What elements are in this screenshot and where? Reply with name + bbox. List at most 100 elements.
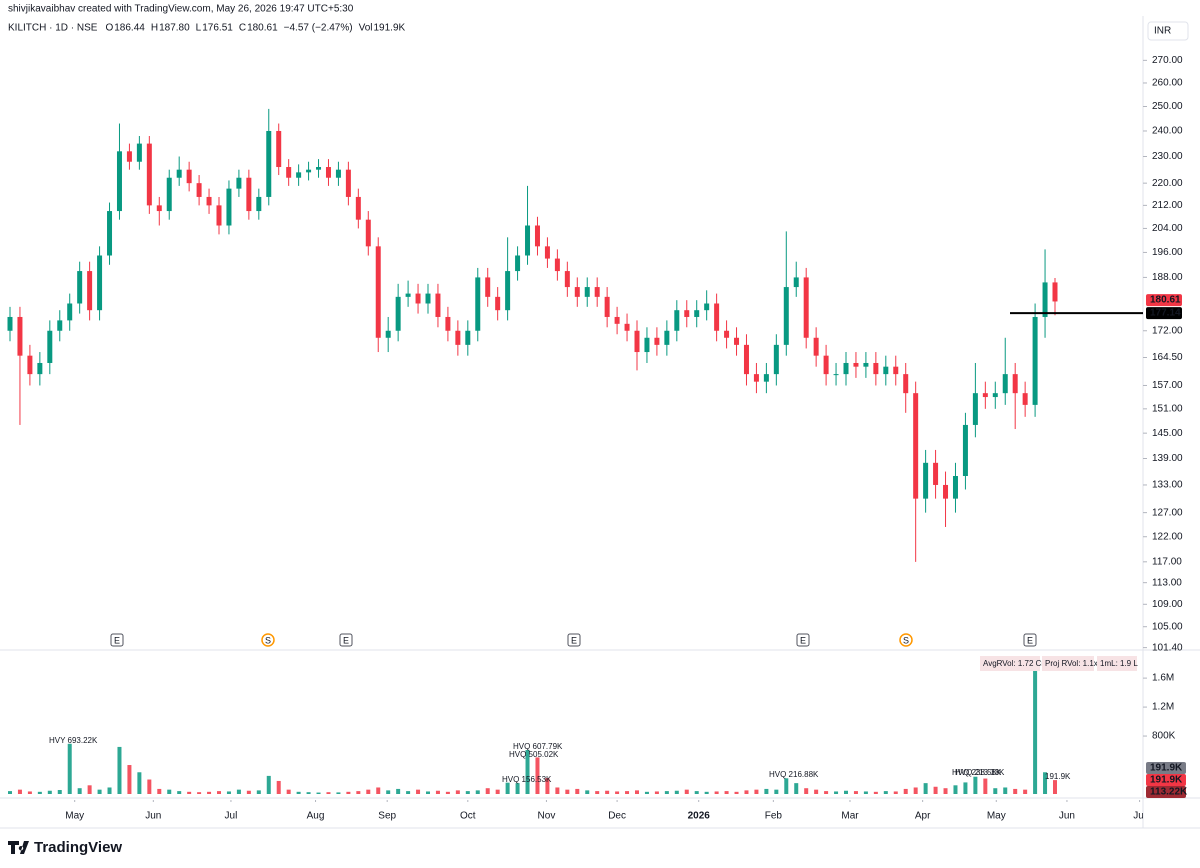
candle-body — [385, 330, 391, 338]
y-tick-label: 212.00 — [1152, 200, 1183, 211]
candle-body — [17, 316, 23, 356]
volume-bar — [664, 791, 669, 794]
volume-bar — [127, 765, 132, 794]
last-price-label: 180.61 — [1150, 295, 1181, 306]
candle-body — [196, 183, 202, 197]
header-text: shivjikavaibhav created with TradingView… — [8, 4, 354, 15]
candle-body — [644, 337, 650, 353]
y-tick-label: 230.00 — [1152, 151, 1183, 162]
volume-bar — [485, 788, 490, 794]
level-label: 177.14 — [1150, 308, 1181, 319]
x-tick-label: May — [987, 811, 1006, 822]
candle-body — [763, 374, 769, 382]
event-marker — [899, 633, 913, 647]
candle-body — [654, 337, 660, 345]
candle-body — [375, 246, 381, 338]
volume-bar — [236, 789, 241, 794]
volume-bar — [336, 792, 341, 794]
volume-bar — [426, 791, 430, 794]
volume-bar — [525, 749, 530, 794]
candle-body — [216, 205, 222, 226]
volume-bar — [943, 788, 948, 794]
candle-body — [87, 271, 93, 311]
candle-body — [952, 476, 958, 499]
volume-bar — [903, 788, 908, 794]
legend-value: 186.44 — [114, 23, 145, 34]
volume-bar — [17, 789, 22, 794]
candle-body — [574, 287, 580, 297]
y-tick-label: 145.00 — [1152, 428, 1183, 439]
candle-body — [107, 211, 113, 256]
candle-body — [435, 293, 441, 317]
volume-bar — [47, 790, 52, 794]
volume-bar — [97, 789, 102, 794]
legend-value: 191.9K — [374, 23, 406, 34]
volume-bar — [57, 790, 62, 794]
volume-bar — [177, 791, 182, 794]
event-label: E — [571, 635, 577, 645]
event-marker — [339, 633, 353, 647]
volume-bar — [87, 785, 92, 794]
volume-bar — [1043, 772, 1048, 794]
candle-body — [1002, 374, 1008, 394]
x-tick-label: 2026 — [688, 811, 711, 822]
volume-bar — [256, 790, 261, 794]
volume-bar — [535, 757, 540, 794]
candle-body — [694, 310, 700, 317]
volume-bar — [973, 776, 978, 794]
event-marker — [796, 633, 810, 647]
candle-body — [1022, 393, 1028, 405]
info-text: AvgRVol: 1.72 Cr — [983, 659, 1044, 668]
volume-bar — [585, 790, 590, 794]
candle-body — [624, 323, 630, 331]
currency[interactable]: INR — [1154, 26, 1171, 37]
candle-body — [266, 130, 272, 197]
legend-key: H — [151, 23, 158, 34]
y-tick-label: 260.00 — [1152, 78, 1183, 89]
volume-bar — [893, 791, 898, 794]
volume-bar — [754, 789, 759, 794]
volume-bar — [605, 790, 610, 794]
volume-bar — [834, 791, 839, 794]
currency-box[interactable] — [1147, 21, 1189, 41]
volume-bar — [674, 790, 679, 794]
candle-body — [544, 246, 550, 259]
candle-body — [753, 374, 759, 382]
last-price-box — [1146, 294, 1182, 307]
candle-body — [485, 277, 491, 297]
event-label: E — [114, 635, 120, 645]
candle-body — [286, 167, 292, 178]
candle-body — [913, 393, 919, 499]
volume-side-label: 191.9K — [1150, 763, 1183, 774]
volume-bar — [863, 791, 868, 794]
volume-bar — [694, 791, 699, 794]
volume-bar — [853, 791, 858, 794]
candle-body — [634, 330, 640, 353]
candle-body — [1032, 316, 1038, 405]
x-tick-label: Sep — [378, 811, 396, 822]
info-text: 1mL: 1.9 L — [1100, 659, 1138, 668]
info-box — [1097, 656, 1137, 671]
x-tick-label: Aug — [307, 811, 325, 822]
event-label: S — [903, 635, 909, 645]
legend-value: 187.80 — [159, 23, 190, 34]
candle-body — [455, 330, 461, 345]
volume-bar — [873, 791, 878, 794]
candle-body — [67, 303, 73, 321]
volume-side-box — [1146, 774, 1186, 786]
candle-body — [1012, 374, 1018, 394]
volume-bar — [276, 780, 281, 794]
y-tick-label: 151.00 — [1152, 403, 1183, 414]
info-box — [980, 656, 1040, 671]
volume-bar — [993, 788, 998, 794]
legend-key: O — [105, 23, 113, 34]
volume-bar — [147, 779, 152, 794]
volume-bar — [157, 788, 162, 794]
volume-bar — [27, 791, 32, 794]
candle-body — [206, 196, 212, 206]
candle-body — [276, 130, 282, 168]
volume-bar — [137, 772, 142, 794]
y-tick-label: 188.00 — [1152, 272, 1183, 283]
volume-annotation: HVQ 216.88K — [769, 770, 819, 779]
volume-annotation: HVQ 607.79K — [513, 742, 563, 751]
